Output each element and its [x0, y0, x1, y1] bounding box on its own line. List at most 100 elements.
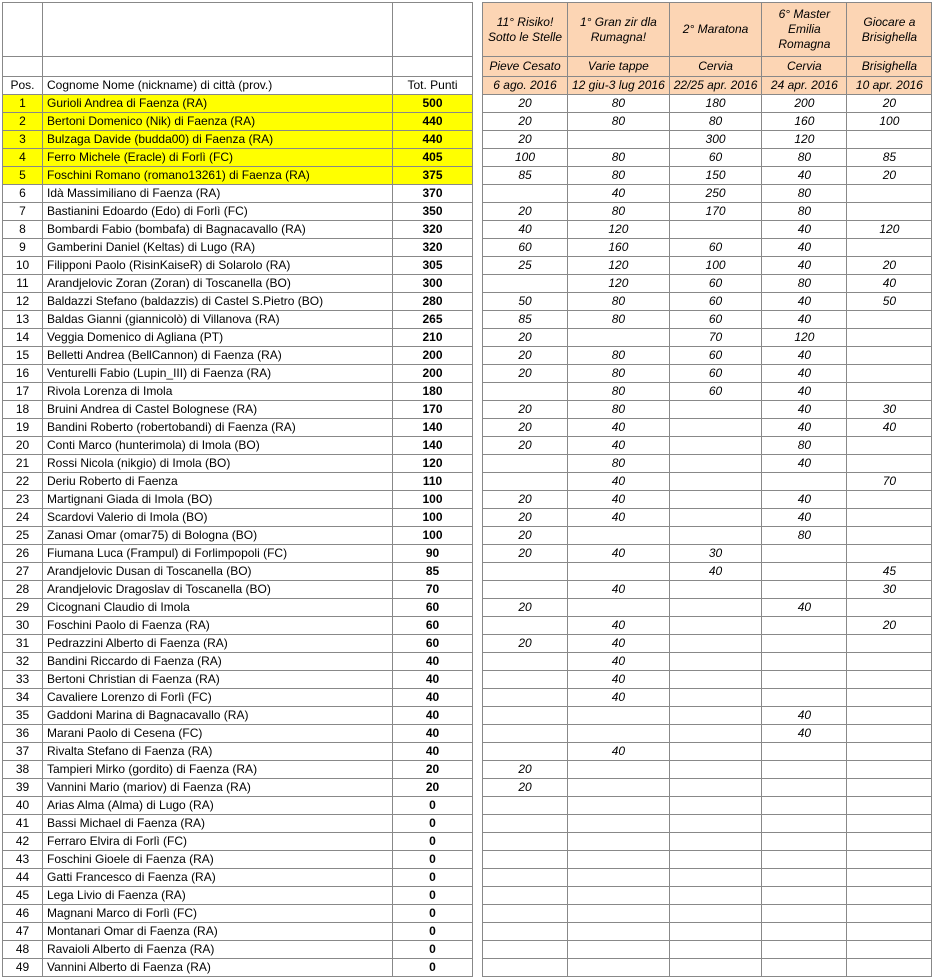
- cell-score: 20: [483, 347, 568, 365]
- ranking-table: 11° Risiko! Sotto le Stelle 1° Gran zir …: [2, 2, 932, 977]
- cell-name: Tampieri Mirko (gordito) di Faenza (RA): [43, 761, 393, 779]
- cell-score: 250: [669, 185, 762, 203]
- cell-score: [568, 779, 670, 797]
- cell-score: 20: [483, 203, 568, 221]
- cell-score: [762, 905, 847, 923]
- cell-score: [568, 329, 670, 347]
- cell-total: 320: [393, 239, 473, 257]
- cell-pos: 44: [3, 869, 43, 887]
- cell-total: 100: [393, 509, 473, 527]
- spacer: [473, 113, 483, 131]
- cell-score: 80: [568, 293, 670, 311]
- cell-score: 40: [762, 293, 847, 311]
- spacer: [473, 293, 483, 311]
- cell-name: Gurioli Andrea di Faenza (RA): [43, 95, 393, 113]
- cell-score: [669, 455, 762, 473]
- cell-pos: 4: [3, 149, 43, 167]
- spacer: [473, 347, 483, 365]
- cell-score: [847, 923, 932, 941]
- cell-name: Belletti Andrea (BellCannon) di Faenza (…: [43, 347, 393, 365]
- cell-score: 40: [762, 725, 847, 743]
- cell-score: 60: [669, 365, 762, 383]
- cell-name: Vannini Mario (mariov) di Faenza (RA): [43, 779, 393, 797]
- cell-score: 40: [762, 257, 847, 275]
- cell-pos: 49: [3, 959, 43, 977]
- cell-score: [847, 905, 932, 923]
- cell-score: [483, 275, 568, 293]
- cell-pos: 47: [3, 923, 43, 941]
- cell-total: 70: [393, 581, 473, 599]
- cell-pos: 34: [3, 689, 43, 707]
- cell-name: Rivola Lorenza di Imola: [43, 383, 393, 401]
- table-row: 48Ravaioli Alberto di Faenza (RA)0: [3, 941, 932, 959]
- cell-score: [847, 509, 932, 527]
- cell-score: [568, 599, 670, 617]
- cell-score: [483, 851, 568, 869]
- cell-score: [762, 743, 847, 761]
- spacer: [473, 149, 483, 167]
- cell-score: 40: [568, 545, 670, 563]
- cell-score: 20: [483, 509, 568, 527]
- cell-score: [669, 869, 762, 887]
- cell-score: 80: [568, 365, 670, 383]
- cell-score: [762, 815, 847, 833]
- table-row: 49Vannini Alberto di Faenza (RA)0: [3, 959, 932, 977]
- table-row: 44Gatti Francesco di Faenza (RA)0: [3, 869, 932, 887]
- spacer: [473, 545, 483, 563]
- cell-score: [762, 833, 847, 851]
- cell-score: [568, 959, 670, 977]
- table-row: 22Deriu Roberto di Faenza1104070: [3, 473, 932, 491]
- cell-pos: 18: [3, 401, 43, 419]
- cell-pos: 27: [3, 563, 43, 581]
- cell-score: 30: [669, 545, 762, 563]
- cell-pos: 20: [3, 437, 43, 455]
- blank-pos: [3, 3, 43, 57]
- cell-pos: 5: [3, 167, 43, 185]
- cell-pos: 12: [3, 293, 43, 311]
- cell-score: [847, 779, 932, 797]
- cell-total: 40: [393, 707, 473, 725]
- cell-score: [568, 887, 670, 905]
- table-row: 13Baldas Gianni (giannicolò) di Villanov…: [3, 311, 932, 329]
- cell-name: Scardovi Valerio di Imola (BO): [43, 509, 393, 527]
- cell-score: [483, 707, 568, 725]
- cell-score: 80: [568, 347, 670, 365]
- cell-score: 40: [762, 347, 847, 365]
- cell-score: 40: [762, 365, 847, 383]
- table-row: 38Tampieri Mirko (gordito) di Faenza (RA…: [3, 761, 932, 779]
- table-row: 21Rossi Nicola (nikgio) di Imola (BO)120…: [3, 455, 932, 473]
- cell-score: 40: [762, 311, 847, 329]
- spacer: [473, 401, 483, 419]
- cell-score: [669, 905, 762, 923]
- cell-score: 40: [762, 167, 847, 185]
- spacer: [473, 473, 483, 491]
- cell-pos: 36: [3, 725, 43, 743]
- table-row: 6Idà Massimiliano di Faenza (RA)37040250…: [3, 185, 932, 203]
- spacer: [473, 419, 483, 437]
- spacer: [473, 959, 483, 977]
- cell-score: [762, 923, 847, 941]
- cell-name: Gatti Francesco di Faenza (RA): [43, 869, 393, 887]
- cell-score: 40: [762, 383, 847, 401]
- cell-pos: 3: [3, 131, 43, 149]
- cell-score: [669, 527, 762, 545]
- cell-score: [762, 581, 847, 599]
- cell-total: 0: [393, 941, 473, 959]
- cell-score: 80: [568, 95, 670, 113]
- cell-score: [847, 851, 932, 869]
- cell-name: Idà Massimiliano di Faenza (RA): [43, 185, 393, 203]
- cell-score: [847, 599, 932, 617]
- cell-total: 300: [393, 275, 473, 293]
- cell-score: [568, 941, 670, 959]
- cell-score: 40: [762, 707, 847, 725]
- table-row: 34Cavaliere Lorenzo di Forlì (FC)4040: [3, 689, 932, 707]
- cell-score: [669, 221, 762, 239]
- spacer: [473, 707, 483, 725]
- spacer: [473, 923, 483, 941]
- cell-score: [762, 671, 847, 689]
- cell-total: 0: [393, 815, 473, 833]
- cell-score: 20: [483, 599, 568, 617]
- cell-total: 500: [393, 95, 473, 113]
- cell-score: 50: [847, 293, 932, 311]
- cell-name: Bulzaga Davide (budda00) di Faenza (RA): [43, 131, 393, 149]
